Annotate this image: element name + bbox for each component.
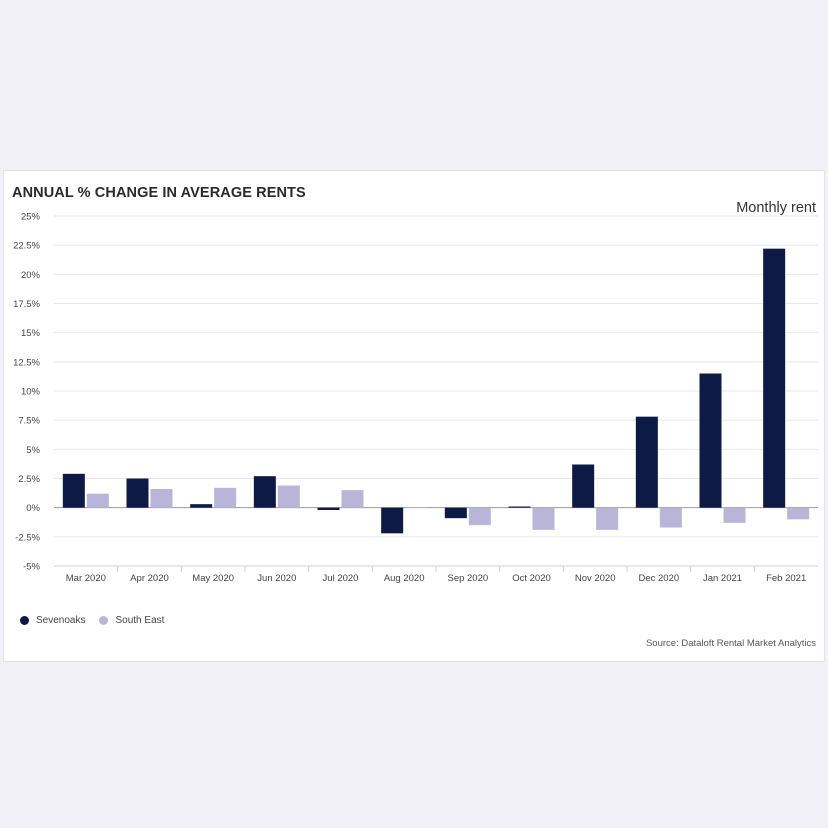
bar-sevenoaks (62, 473, 85, 508)
bar-sevenoaks (317, 507, 340, 510)
chart-card: -5% -2.5% 0% 2.5% 5% 7.5% 10% 12.5% 15% 17.5% 20% 2… (3, 170, 825, 662)
bar-south-east (596, 507, 619, 530)
y-tick-label: 17.5% (13, 299, 40, 310)
x-tick-label: Apr 2020 (130, 573, 169, 584)
x-tick-label: Sep 2020 (447, 573, 488, 584)
x-axis: Mar 2020 Apr 2020 May 2020 Jun 2020 Jul 2020… (54, 565, 818, 584)
y-tick-label: -5% (23, 562, 40, 573)
bar-sevenoaks (253, 476, 276, 508)
legend-item-sevenoaks: Sevenoaks (20, 615, 85, 626)
bar-south-east (214, 487, 237, 508)
x-tick-label: Jun 2020 (257, 573, 296, 584)
bar-south-east (277, 485, 300, 508)
x-tick-label: Oct 2020 (512, 573, 551, 584)
y-tick-label: 15% (21, 328, 41, 339)
bar-south-east (723, 507, 746, 523)
x-tick-label: May 2020 (192, 573, 234, 584)
chart-title: ANNUAL % CHANGE IN AVERAGE RENTS (12, 185, 306, 201)
bar-sevenoaks (763, 248, 786, 508)
bar-sevenoaks (635, 416, 658, 508)
x-tick-label: Aug 2020 (384, 573, 425, 584)
bar-south-east (532, 507, 555, 530)
legend-swatch-south-east (99, 616, 109, 625)
bars (62, 248, 810, 534)
bar-south-east (659, 507, 682, 528)
legend: Sevenoaks South East (20, 615, 178, 626)
bar-sevenoaks (126, 478, 149, 508)
bar-south-east (341, 490, 364, 508)
legend-label-south-east: South East (115, 615, 165, 626)
bar-sevenoaks (699, 373, 722, 508)
y-tick-label: 0% (26, 503, 40, 514)
bar-sevenoaks (381, 507, 404, 534)
x-tick-label: Nov 2020 (575, 573, 616, 584)
bar-sevenoaks (508, 506, 531, 508)
bar-sevenoaks (572, 464, 595, 508)
y-tick-label: 20% (21, 270, 41, 281)
bar-sevenoaks (190, 504, 213, 508)
bar-south-east (86, 493, 109, 508)
bar-chart: -5% -2.5% 0% 2.5% 5% 7.5% 10% 12.5% 15% 17.5% 20% 2… (13, 212, 818, 584)
x-tick-label: Mar 2020 (66, 573, 106, 584)
bar-south-east (405, 507, 428, 508)
y-tick-label: 2.5% (18, 474, 40, 485)
legend-item-south-east: South East (99, 615, 164, 626)
gridlines (54, 215, 818, 567)
y-tick-label: 12.5% (13, 357, 40, 368)
y-tick-label: 7.5% (18, 416, 40, 427)
y-tick-label: 22.5% (13, 241, 40, 252)
legend-swatch-sevenoaks (20, 616, 29, 625)
y-tick-label: -2.5% (15, 532, 40, 543)
bar-south-east (150, 489, 173, 508)
x-tick-label: Jan 2021 (703, 573, 742, 584)
y-tick-label: 5% (26, 445, 40, 456)
x-tick-label: Dec 2020 (638, 573, 679, 584)
legend-label-sevenoaks: Sevenoaks (36, 615, 86, 626)
bar-south-east (787, 507, 810, 520)
y-tick-label: 10% (21, 387, 41, 398)
y-axis-ticks: -5% -2.5% 0% 2.5% 5% 7.5% 10% 12.5% 15% 17.5% 20% 2… (13, 212, 40, 573)
x-tick-label: Feb 2021 (766, 573, 806, 584)
bar-sevenoaks (444, 507, 467, 519)
bar-south-east (468, 507, 491, 526)
x-tick-label: Jul 2020 (323, 573, 359, 584)
source-note: Source: Dataloft Rental Market Analytics (645, 638, 816, 649)
y-tick-label: 25% (21, 212, 41, 223)
chart-subtitle: Monthly rent (736, 200, 816, 216)
